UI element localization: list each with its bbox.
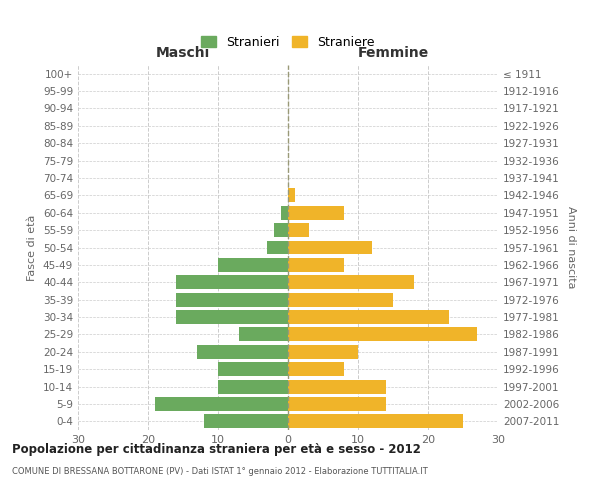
Bar <box>218 380 288 394</box>
Bar <box>288 276 414 289</box>
Bar <box>281 206 288 220</box>
Bar <box>204 414 288 428</box>
Bar <box>267 240 288 254</box>
Bar <box>218 362 288 376</box>
Bar <box>288 397 386 411</box>
Bar <box>288 258 344 272</box>
Bar <box>155 397 288 411</box>
Bar <box>176 292 288 306</box>
Legend: Stranieri, Straniere: Stranieri, Straniere <box>196 31 380 54</box>
Bar <box>218 258 288 272</box>
Text: Maschi: Maschi <box>156 46 210 60</box>
Bar <box>176 276 288 289</box>
Bar <box>197 345 288 358</box>
Bar <box>288 345 358 358</box>
Bar <box>176 310 288 324</box>
Bar <box>239 328 288 342</box>
Bar <box>288 240 372 254</box>
Bar <box>288 310 449 324</box>
Bar <box>288 292 393 306</box>
Bar <box>288 414 463 428</box>
Bar <box>288 223 309 237</box>
Y-axis label: Fasce di età: Fasce di età <box>28 214 37 280</box>
Y-axis label: Anni di nascita: Anni di nascita <box>566 206 576 289</box>
Bar <box>288 380 386 394</box>
Text: COMUNE DI BRESSANA BOTTARONE (PV) - Dati ISTAT 1° gennaio 2012 - Elaborazione TU: COMUNE DI BRESSANA BOTTARONE (PV) - Dati… <box>12 467 428 476</box>
Bar <box>288 328 477 342</box>
Text: Popolazione per cittadinanza straniera per età e sesso - 2012: Popolazione per cittadinanza straniera p… <box>12 442 421 456</box>
Bar <box>288 362 344 376</box>
Text: Femmine: Femmine <box>358 46 428 60</box>
Bar <box>288 188 295 202</box>
Bar <box>274 223 288 237</box>
Bar <box>288 206 344 220</box>
